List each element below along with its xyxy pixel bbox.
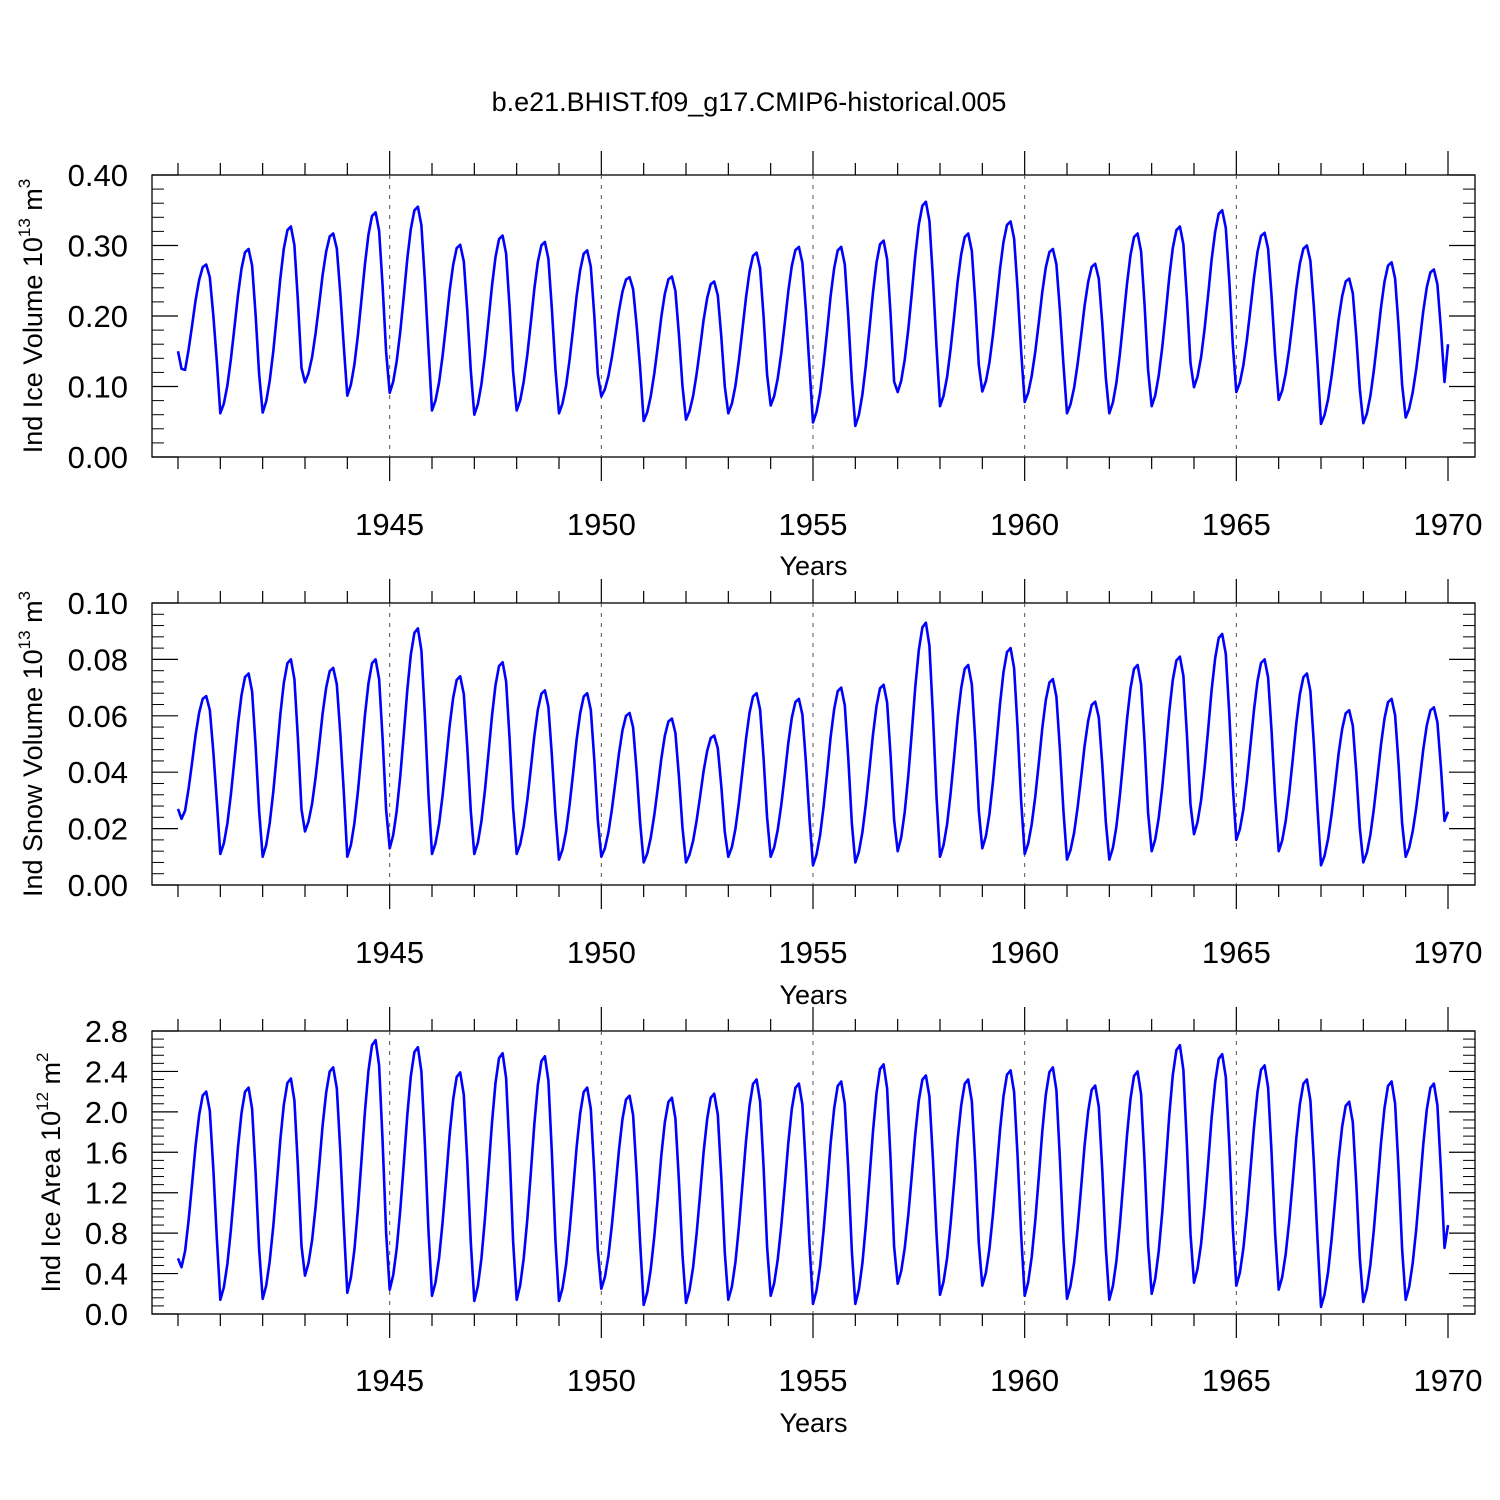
y-label-unit-exponent: 2 (33, 1052, 52, 1061)
x-tick-label: 1970 (1414, 507, 1483, 542)
y-tick-label: 0.0 (85, 1297, 128, 1332)
x-tick-label: 1945 (355, 935, 424, 970)
y-label-exponent: 13 (15, 630, 34, 649)
x-tick-label: 1960 (990, 935, 1059, 970)
x-tick-label: 1965 (1202, 1363, 1271, 1398)
y-axis-label: Ind Ice Area 1012 m2 (33, 1052, 66, 1292)
y-label-text: Ind Snow Volume 10 (18, 649, 48, 897)
y-label-unit-exponent: 3 (15, 179, 34, 188)
y-label-unit: m (36, 1062, 66, 1092)
y-tick-label: 0.06 (68, 699, 128, 734)
x-tick-label: 1945 (355, 507, 424, 542)
y-axis-label: Ind Ice Volume 1013 m3 (15, 179, 48, 454)
x-tick-label: 1965 (1202, 507, 1271, 542)
x-tick-label: 1950 (567, 507, 636, 542)
y-tick-label: 0.40 (68, 158, 128, 193)
series-line (176, 200, 1450, 428)
y-tick-label: 2.0 (85, 1095, 128, 1130)
x-axis-label: Years (779, 980, 847, 1010)
y-tick-label: 0.00 (68, 868, 128, 903)
series-line (176, 1038, 1450, 1309)
x-tick-label: 1965 (1202, 935, 1271, 970)
y-tick-label: 2.8 (85, 1014, 128, 1049)
y-label-text: Ind Ice Volume 10 (18, 237, 48, 453)
y-tick-label: 0.8 (85, 1216, 128, 1251)
y-label-unit: m (18, 600, 48, 630)
y-tick-label: 1.6 (85, 1135, 128, 1170)
x-tick-label: 1950 (567, 1363, 636, 1398)
x-tick-label: 1960 (990, 1363, 1059, 1398)
x-axis-label: Years (779, 1408, 847, 1438)
x-tick-label: 1955 (779, 1363, 848, 1398)
y-label-text: Ind Ice Area 10 (36, 1111, 66, 1293)
y-label-exponent: 13 (15, 218, 34, 237)
y-label-exponent: 12 (33, 1092, 52, 1111)
chart-panel-snow-volume: 1945 1950 1955 1960 1965 1970 Years 0.00 0.02 0.0… (15, 579, 1482, 1010)
y-tick-label: 0.10 (68, 370, 128, 405)
y-tick-label: 0.08 (68, 642, 128, 677)
x-tick-label: 1950 (567, 935, 636, 970)
y-axis-label: Ind Snow Volume 1013 m3 (15, 591, 48, 897)
y-tick-label: 2.4 (85, 1054, 128, 1089)
x-tick-label: 1955 (779, 507, 848, 542)
chart-panels: 1945 1950 1955 1960 1965 1970 Years 0.00 0.10 0.2… (15, 151, 1482, 1438)
y-label-unit-exponent: 3 (15, 591, 34, 600)
y-tick-label: 0.4 (85, 1257, 128, 1292)
y-tick-label: 0.30 (68, 229, 128, 264)
chart-panel-ice-area: 1945 1950 1955 1960 1965 1970 Years 0.0 0.4 0.8 1.… (33, 1007, 1482, 1438)
y-tick-label: 0.10 (68, 586, 128, 621)
x-axis-label: Years (779, 551, 847, 581)
y-tick-label: 0.20 (68, 299, 128, 334)
x-tick-label: 1970 (1414, 935, 1483, 970)
chart-panel-ice-volume: 1945 1950 1955 1960 1965 1970 Years 0.00 0.10 0.2… (15, 151, 1482, 581)
x-tick-label: 1945 (355, 1363, 424, 1398)
y-tick-label: 0.00 (68, 440, 128, 475)
x-tick-label: 1955 (779, 935, 848, 970)
y-tick-label: 1.2 (85, 1176, 128, 1211)
y-label-unit: m (18, 188, 48, 218)
y-tick-label: 0.02 (68, 812, 128, 847)
series-line (176, 621, 1450, 867)
figure-title: b.e21.BHIST.f09_g17.CMIP6-historical.005 (492, 87, 1007, 117)
y-tick-label: 0.04 (68, 755, 128, 790)
x-tick-label: 1960 (990, 507, 1059, 542)
x-tick-label: 1970 (1414, 1363, 1483, 1398)
